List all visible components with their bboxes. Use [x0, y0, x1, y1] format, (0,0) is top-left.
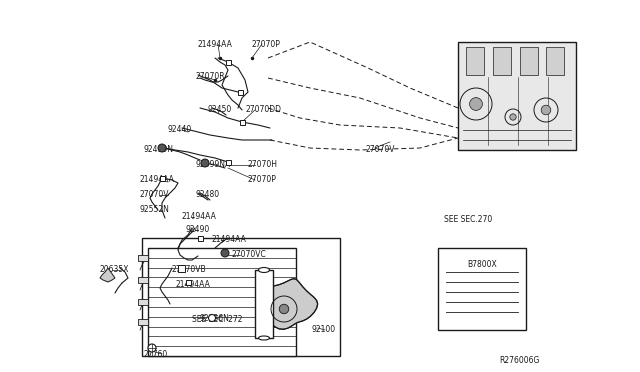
Circle shape — [541, 105, 551, 115]
Text: 92136N: 92136N — [200, 314, 230, 323]
Text: 92499NA: 92499NA — [195, 160, 230, 169]
Bar — [466, 47, 484, 75]
Bar — [178, 265, 185, 272]
Bar — [438, 248, 526, 330]
Text: 27070DD: 27070DD — [245, 105, 281, 114]
Bar — [198, 235, 202, 241]
Text: 27070R: 27070R — [195, 72, 225, 81]
Bar — [520, 47, 538, 75]
Bar — [138, 277, 148, 283]
Bar — [493, 47, 511, 75]
Text: R276006G: R276006G — [500, 356, 540, 365]
Text: 21494AA: 21494AA — [212, 235, 247, 244]
Text: SEE SEC. 272: SEE SEC. 272 — [192, 315, 243, 324]
Circle shape — [158, 144, 166, 152]
Text: 27070VC: 27070VC — [232, 250, 267, 259]
Text: 92440: 92440 — [168, 125, 192, 134]
Bar — [142, 238, 340, 356]
Bar — [138, 299, 148, 305]
Text: 21494AA: 21494AA — [182, 212, 217, 221]
Ellipse shape — [259, 267, 269, 273]
Bar — [186, 279, 191, 285]
Text: 92490: 92490 — [185, 225, 209, 234]
Bar — [138, 319, 148, 325]
Text: B7800X: B7800X — [467, 260, 497, 269]
Bar — [237, 90, 243, 94]
Text: 20635X: 20635X — [100, 265, 129, 274]
Text: 92499N: 92499N — [143, 145, 173, 154]
Circle shape — [279, 304, 289, 314]
Circle shape — [201, 159, 209, 167]
Text: 27070P: 27070P — [248, 175, 277, 184]
Text: 27070V: 27070V — [140, 190, 170, 199]
Circle shape — [148, 344, 156, 352]
Text: 27070V: 27070V — [365, 145, 394, 154]
Text: 92480: 92480 — [195, 190, 219, 199]
Text: 27070P: 27070P — [252, 40, 281, 49]
Bar — [255, 270, 273, 338]
Bar — [458, 42, 576, 150]
Text: 27070VB: 27070VB — [172, 265, 207, 274]
Circle shape — [510, 114, 516, 120]
Text: 27070H: 27070H — [248, 160, 278, 169]
Text: 21494AA: 21494AA — [198, 40, 233, 49]
Polygon shape — [100, 268, 115, 282]
Text: 21494AA: 21494AA — [140, 175, 175, 184]
Circle shape — [209, 314, 216, 321]
Text: 92450: 92450 — [208, 105, 232, 114]
Bar — [225, 60, 230, 64]
Text: 92552N: 92552N — [140, 205, 170, 214]
Ellipse shape — [259, 336, 269, 340]
Polygon shape — [269, 279, 317, 329]
Bar — [138, 255, 148, 261]
Circle shape — [470, 97, 483, 110]
Text: SEE SEC.270: SEE SEC.270 — [444, 215, 492, 224]
Circle shape — [221, 249, 229, 257]
Bar — [159, 176, 164, 180]
Text: 21494AA: 21494AA — [175, 280, 210, 289]
Bar — [546, 47, 564, 75]
Text: 92100: 92100 — [312, 325, 336, 334]
Text: 27760: 27760 — [144, 350, 168, 359]
Bar — [239, 119, 244, 125]
Bar — [148, 248, 296, 356]
Bar — [225, 160, 230, 164]
